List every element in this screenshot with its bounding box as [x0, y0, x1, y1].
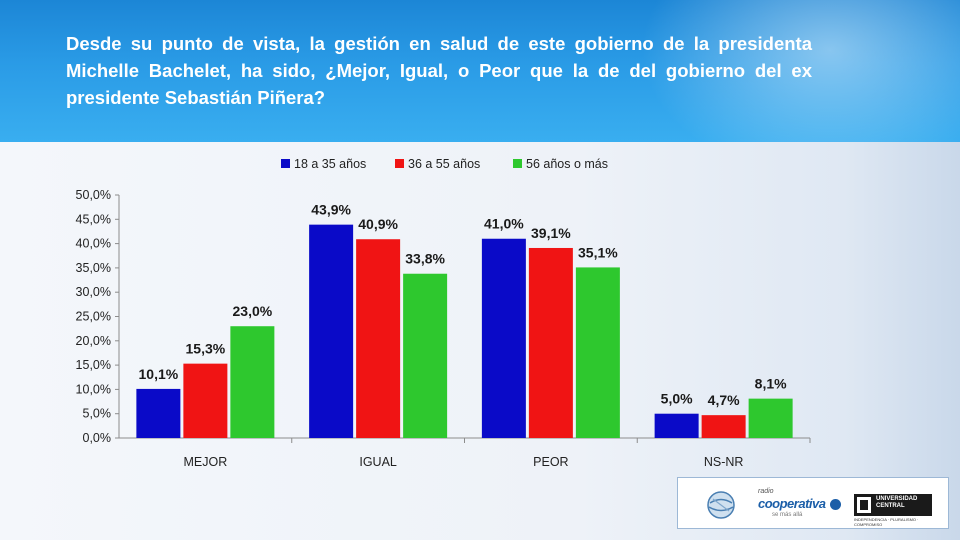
- data-label: 15,3%: [186, 341, 226, 357]
- x-category-label: PEOR: [533, 455, 568, 469]
- data-label: 33,8%: [405, 251, 445, 267]
- bar: [403, 273, 448, 438]
- coop-main-text: cooperativa: [758, 496, 826, 511]
- data-label: 4,7%: [708, 392, 740, 408]
- legend-label: 18 a 35 años: [294, 157, 366, 171]
- y-tick-label: 15,0%: [76, 358, 111, 372]
- y-tick-label: 50,0%: [76, 188, 111, 202]
- bar: [654, 413, 699, 438]
- coop-tagline: se más allá: [772, 512, 803, 518]
- x-category-label: IGUAL: [359, 455, 397, 469]
- y-tick-label: 40,0%: [76, 237, 111, 251]
- legend-swatch: [395, 159, 404, 168]
- cooperativa-logo: radio cooperativa se más allá: [758, 488, 841, 520]
- y-tick-label: 5,0%: [83, 407, 112, 421]
- bar: [309, 224, 354, 438]
- data-label: 41,0%: [484, 216, 524, 232]
- bar-chart: 0,0% 5,0% 10,0% 15,0% 20,0% 25,0% 30,0% 35,0% 40…: [76, 157, 811, 469]
- data-label: 40,9%: [358, 216, 398, 232]
- data-label: 35,1%: [578, 244, 618, 260]
- legend-swatch: [281, 159, 290, 168]
- bar: [748, 398, 793, 438]
- x-category-label: MEJOR: [184, 455, 228, 469]
- y-tick-label: 30,0%: [76, 285, 111, 299]
- y-tick-label: 25,0%: [76, 310, 111, 324]
- globe-logo-icon: [707, 491, 735, 519]
- sponsor-logos: radio cooperativa se más allá UNIVERSIDA…: [677, 477, 949, 529]
- bar: [701, 415, 746, 438]
- bar: [136, 388, 181, 438]
- y-tick-label: 35,0%: [76, 261, 111, 275]
- coop-small-text: radio: [758, 488, 774, 495]
- bar: [575, 267, 620, 438]
- y-tick-label: 0,0%: [83, 431, 112, 445]
- uc-tagline: INDEPENDENCIA · PLURALISMO · COMPROMISO: [854, 517, 919, 527]
- bar: [528, 247, 573, 438]
- legend-label: 36 a 55 años: [408, 157, 480, 171]
- data-label: 43,9%: [311, 202, 351, 218]
- uc-name: UNIVERSIDAD CENTRAL: [876, 496, 918, 509]
- uc-seal-icon: [857, 497, 871, 513]
- bar: [183, 363, 228, 438]
- coop-dot-icon: [830, 499, 841, 510]
- bar: [481, 238, 526, 438]
- header-banner: Desde su punto de vista, la gestión en s…: [0, 0, 960, 142]
- data-label: 10,1%: [139, 366, 179, 382]
- y-tick-label: 45,0%: [76, 212, 111, 226]
- legend-label: 56 años o más: [526, 157, 608, 171]
- bar: [356, 239, 401, 438]
- legend-swatch: [513, 159, 522, 168]
- y-tick-label: 10,0%: [76, 382, 111, 396]
- data-label: 23,0%: [233, 303, 273, 319]
- x-category-label: NS-NR: [704, 455, 744, 469]
- data-label: 5,0%: [661, 391, 693, 407]
- bar: [230, 326, 275, 438]
- chart-area: 0,0% 5,0% 10,0% 15,0% 20,0% 25,0% 30,0% 35,0% 40…: [0, 142, 960, 540]
- data-label: 8,1%: [755, 376, 787, 392]
- question-text: Desde su punto de vista, la gestión en s…: [66, 33, 812, 108]
- universidad-central-logo: UNIVERSIDAD CENTRAL: [854, 494, 932, 516]
- data-label: 39,1%: [531, 225, 571, 241]
- y-tick-label: 20,0%: [76, 334, 111, 348]
